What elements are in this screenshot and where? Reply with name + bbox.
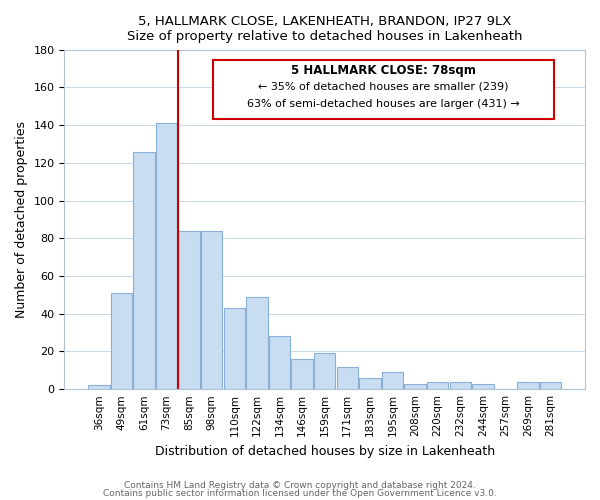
Bar bbox=[359, 378, 380, 389]
Bar bbox=[88, 386, 110, 389]
Text: 5 HALLMARK CLOSE: 78sqm: 5 HALLMARK CLOSE: 78sqm bbox=[291, 64, 476, 77]
Bar bbox=[224, 308, 245, 389]
Bar bbox=[269, 336, 290, 389]
Bar bbox=[110, 293, 132, 389]
Bar bbox=[382, 372, 403, 389]
Y-axis label: Number of detached properties: Number of detached properties bbox=[15, 121, 28, 318]
Text: 63% of semi-detached houses are larger (431) →: 63% of semi-detached houses are larger (… bbox=[247, 99, 520, 109]
Bar bbox=[201, 231, 223, 389]
Bar bbox=[427, 382, 448, 389]
Bar bbox=[156, 124, 177, 389]
Bar bbox=[133, 152, 155, 389]
X-axis label: Distribution of detached houses by size in Lakenheath: Distribution of detached houses by size … bbox=[155, 444, 495, 458]
Bar bbox=[337, 366, 358, 389]
FancyBboxPatch shape bbox=[213, 60, 554, 120]
Bar bbox=[246, 297, 268, 389]
Bar bbox=[178, 231, 200, 389]
Title: 5, HALLMARK CLOSE, LAKENHEATH, BRANDON, IP27 9LX
Size of property relative to de: 5, HALLMARK CLOSE, LAKENHEATH, BRANDON, … bbox=[127, 15, 523, 43]
Bar bbox=[404, 384, 426, 389]
Bar bbox=[449, 382, 471, 389]
Bar bbox=[540, 382, 562, 389]
Text: Contains public sector information licensed under the Open Government Licence v3: Contains public sector information licen… bbox=[103, 489, 497, 498]
Bar bbox=[517, 382, 539, 389]
Bar bbox=[314, 354, 335, 389]
Text: Contains HM Land Registry data © Crown copyright and database right 2024.: Contains HM Land Registry data © Crown c… bbox=[124, 480, 476, 490]
Bar bbox=[472, 384, 494, 389]
Bar bbox=[292, 359, 313, 389]
Text: ← 35% of detached houses are smaller (239): ← 35% of detached houses are smaller (23… bbox=[258, 82, 509, 92]
